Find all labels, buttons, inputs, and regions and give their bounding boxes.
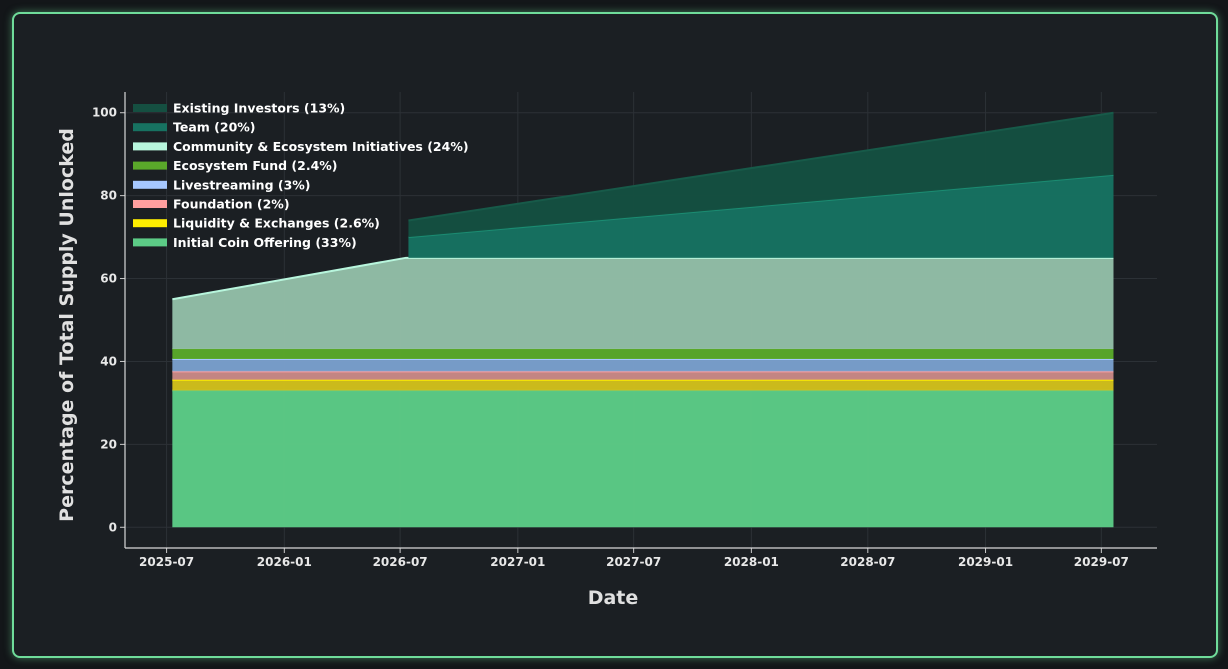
legend-entry: Ecosystem Fund (2.4%) bbox=[173, 158, 338, 173]
area-team- bbox=[408, 174, 1114, 258]
y-tick-label: 60 bbox=[100, 272, 117, 286]
legend-swatch bbox=[133, 161, 167, 170]
legend: Existing Investors (13%) Team (20%) Commun… bbox=[133, 101, 469, 250]
area-initial-coin-offering- bbox=[172, 390, 1114, 528]
legend-entry: Community & Ecosystem Initiatives (24%) bbox=[173, 139, 469, 154]
legend-swatch bbox=[133, 180, 167, 189]
areas bbox=[172, 111, 1114, 528]
y-tick-label: 0 bbox=[109, 520, 117, 534]
legend-entry: Initial Coin Offering (33%) bbox=[173, 235, 357, 250]
x-tick-label: 2028-01 bbox=[724, 555, 779, 569]
legend-swatch bbox=[133, 219, 167, 228]
legend-entry: Existing Investors (13%) bbox=[173, 101, 345, 116]
x-tick-label: 2026-07 bbox=[373, 555, 428, 569]
legend-entry: Liquidity & Exchanges (2.6%) bbox=[173, 216, 380, 231]
area-community-ecosystem-initiatives- bbox=[172, 257, 1114, 350]
y-tick-label: 20 bbox=[100, 437, 117, 451]
area-foundation- bbox=[172, 371, 1114, 380]
line-existing-investors- bbox=[408, 111, 1114, 222]
legend-swatch bbox=[133, 123, 167, 132]
legend-entry: Livestreaming (3%) bbox=[173, 177, 311, 192]
x-tick-label: 2028-07 bbox=[840, 555, 895, 569]
area-livestreaming- bbox=[172, 358, 1114, 372]
x-tick-label: 2027-07 bbox=[606, 555, 661, 569]
x-axis-label: Date bbox=[588, 587, 639, 609]
legend-swatch bbox=[133, 104, 167, 112]
x-tick-label: 2025-07 bbox=[139, 555, 194, 569]
area-existing-investors- bbox=[408, 112, 1114, 238]
y-tick-label: 40 bbox=[100, 354, 117, 368]
x-tick-label: 2029-07 bbox=[1074, 555, 1129, 569]
x-tick-label: 2026-01 bbox=[257, 555, 312, 569]
area-ecosystem-fund- bbox=[172, 349, 1114, 359]
legend-entry: Foundation (2%) bbox=[173, 197, 290, 212]
y-tick-label: 100 bbox=[92, 106, 117, 120]
legend-swatch bbox=[133, 200, 167, 208]
x-tick-label: 2029-01 bbox=[958, 555, 1013, 569]
axes: 2025-07 2026-01 2026-07 2027-01 2027-07 2028-… bbox=[92, 92, 1157, 569]
area-liquidity-exchanges- bbox=[172, 379, 1114, 391]
y-axis-label: Percentage of Total Supply Unlocked bbox=[56, 128, 78, 522]
x-tick-label: 2027-01 bbox=[490, 555, 545, 569]
legend-entry: Team (20%) bbox=[173, 120, 256, 135]
y-tick-label: 80 bbox=[100, 189, 117, 203]
legend-swatch bbox=[133, 238, 167, 247]
legend-swatch bbox=[133, 142, 167, 151]
